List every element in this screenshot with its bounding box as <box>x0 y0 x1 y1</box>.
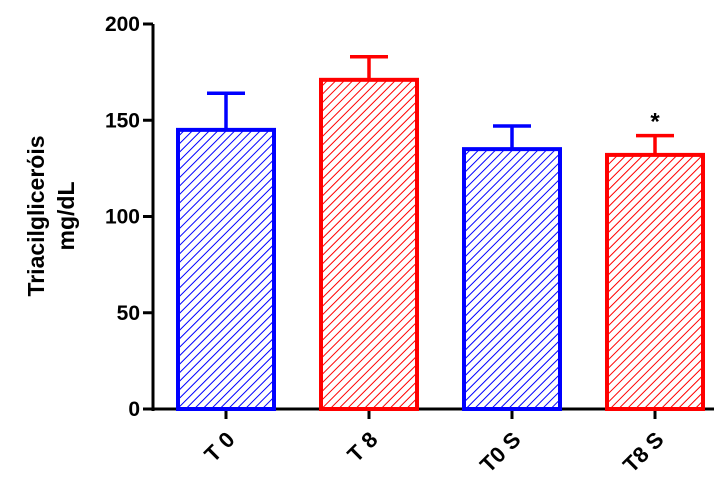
bar <box>462 147 562 411</box>
y-tick-label: 100 <box>105 206 140 229</box>
y-axis: 0 50 100 150 200 <box>105 13 155 421</box>
bar <box>605 152 705 411</box>
bar <box>176 127 276 411</box>
significance-annotation: * <box>650 109 660 136</box>
y-tick-label: 150 <box>105 109 140 132</box>
x-axis: T 0 T 8 T0 S T8 S <box>152 407 714 478</box>
x-tick-label: T0 S <box>475 427 526 478</box>
x-tick-label: T8 S <box>618 427 669 478</box>
y-tick-label: 200 <box>105 13 140 36</box>
x-tick-label: T 8 <box>342 427 382 467</box>
x-tick-label: T 0 <box>199 427 239 467</box>
y-axis-label-line2: mg/dL <box>53 182 79 251</box>
y-axis-label-line1: Triacilglicerόis <box>23 135 49 296</box>
bars: * <box>176 54 705 411</box>
y-tick-label: 0 <box>128 398 140 421</box>
y-tick-label: 50 <box>117 302 140 325</box>
bar <box>319 77 419 411</box>
